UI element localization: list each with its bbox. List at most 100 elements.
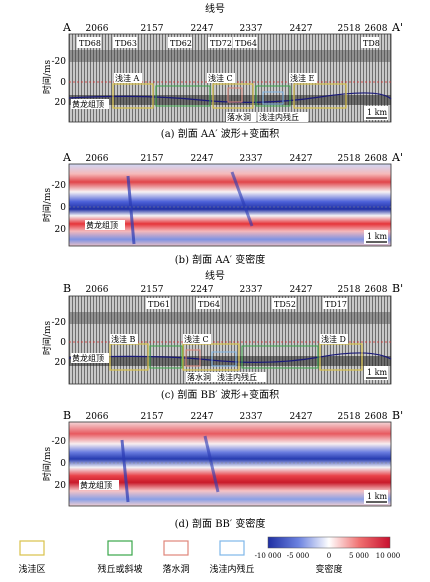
legend-label: 落水洞: [162, 563, 189, 575]
shallow-depression-box: [112, 83, 154, 109]
dark-event: [69, 50, 391, 62]
box-label: 浅洼 A: [115, 73, 140, 83]
annotation-inner-hill: 浅洼内残丘: [217, 372, 257, 382]
left-label: B: [63, 282, 71, 295]
hill-slope-box: [155, 85, 211, 107]
well-labels: TD61 TD64 TD52 TD17: [146, 298, 347, 309]
variable-density-section: [68, 163, 392, 247]
x-tick: 2157: [141, 24, 164, 34]
y-tick: 20: [55, 358, 67, 368]
scale-bar: 1 km: [364, 230, 388, 244]
xlabel: 线号: [205, 2, 225, 15]
x-tick: 2608: [365, 154, 388, 164]
caption: (a) 剖面 AA′ 波形+变面积: [161, 127, 279, 140]
well-label: TD61: [148, 300, 170, 309]
x-tick: 2066: [86, 154, 109, 164]
hill-slope-box: [255, 85, 291, 107]
x-tick: 2608: [365, 412, 388, 422]
svg-text:1 km: 1 km: [367, 492, 387, 501]
horizon-line: [68, 92, 392, 103]
colorbar-tick: -5 000: [287, 552, 309, 560]
left-label: A: [62, 21, 72, 34]
legend-label: 残丘或斜坡: [97, 563, 142, 575]
right-label: A': [391, 151, 403, 164]
shallow-depression-box: [212, 83, 254, 109]
fault-trace: [126, 175, 136, 245]
caption: (b) 剖面 AA′ 变密度: [175, 253, 265, 266]
x-tick: 2247: [191, 24, 214, 34]
scale-bar: 1 km: [364, 366, 388, 380]
legend-swatch: [163, 540, 189, 556]
well-label: TD8: [363, 39, 380, 48]
shallow-depression-box: [293, 83, 347, 109]
well-label: TD17: [325, 300, 347, 309]
colorbar-tick: 5 000: [349, 552, 369, 560]
y-tick: -20: [52, 181, 67, 191]
y-tick: 0: [60, 459, 66, 469]
x-tick: 2337: [240, 285, 263, 295]
horizon-label: 黄龙组顶: [80, 480, 112, 490]
annotation-inner-hill: 浅洼内残丘: [259, 112, 299, 122]
box-label: 浅洼 C: [184, 334, 209, 344]
svg-text:1 km: 1 km: [367, 232, 387, 241]
caption: (d) 剖面 BB′ 变密度: [175, 517, 266, 530]
variable-density-section: [68, 421, 392, 507]
x-tick: 2157: [141, 412, 164, 422]
left-label: A: [62, 151, 72, 164]
x-tick: 2518: [338, 412, 361, 422]
legend: 浅洼区 残丘或斜坡 落水洞 浅洼内残丘 -10 000 -5 000 0 5 0…: [18, 536, 400, 575]
y-tick: -20: [52, 57, 67, 67]
colorbar-tick: 0: [327, 552, 331, 560]
annotation-sinkhole: 落水洞: [187, 372, 211, 382]
scale-bar: 1 km: [364, 106, 388, 120]
y-tick: 0: [60, 338, 66, 348]
box-label: 浅洼 B: [111, 334, 136, 344]
legend-swatch: [219, 540, 245, 556]
inner-hill-box: [262, 91, 284, 105]
y-tick: 0: [60, 78, 66, 88]
well-label: TD52: [274, 300, 296, 309]
y-tick: 0: [60, 203, 66, 213]
panel-d: B B' 2066 2157 2247 2337 2427 2518 2608 …: [41, 409, 403, 530]
x-tick: 2608: [365, 24, 388, 34]
x-tick: 2337: [240, 412, 263, 422]
well-label: TD64: [235, 39, 257, 48]
sinkhole-box: [227, 87, 243, 103]
box-label: 浅洼 E: [290, 73, 315, 83]
x-tick: 2066: [86, 285, 109, 295]
svg-text:1 km: 1 km: [367, 368, 387, 377]
x-tick: 2608: [365, 285, 388, 295]
dark-event: [69, 312, 391, 324]
box-label: 浅洼 D: [321, 334, 346, 344]
x-tick: 2157: [141, 285, 164, 295]
y-tick: 20: [55, 98, 67, 108]
colorbar: [267, 536, 391, 549]
caption: (c) 剖面 BB′ 波形+变面积: [161, 388, 279, 401]
right-label: A': [391, 21, 403, 34]
colorbar-tick: -10 000: [255, 552, 282, 560]
ylabel: 时间/ms: [41, 321, 53, 356]
x-tick: 2427: [290, 285, 313, 295]
horizon-label: 黄龙组顶: [86, 220, 118, 230]
horizon-label: 黄龙组顶: [72, 353, 104, 363]
x-tick: 2518: [338, 24, 361, 34]
hill-slope-box: [149, 345, 183, 369]
xlabel: 线号: [205, 269, 225, 282]
well-label: TD68: [79, 39, 101, 48]
legend-swatch: [107, 540, 133, 556]
well-label: TD64: [198, 300, 220, 309]
well-label: TD62: [170, 39, 192, 48]
horizon-label: 黄龙组顶: [72, 99, 104, 109]
x-tick: 2518: [338, 154, 361, 164]
well-labels: TD68 TD63 TD62 TD72 TD64 TD8: [77, 37, 380, 48]
horizon-line: [68, 352, 392, 363]
x-tick: 2337: [240, 154, 263, 164]
ylabel: 时间/ms: [41, 60, 53, 95]
inner-hill-box: [211, 351, 237, 367]
y-tick: 20: [55, 481, 67, 491]
x-tick: 2427: [290, 412, 313, 422]
fault-trace: [120, 439, 130, 503]
legend-swatch: [19, 540, 45, 556]
y-tick: 20: [55, 225, 67, 235]
ylabel: 时间/ms: [41, 188, 53, 223]
